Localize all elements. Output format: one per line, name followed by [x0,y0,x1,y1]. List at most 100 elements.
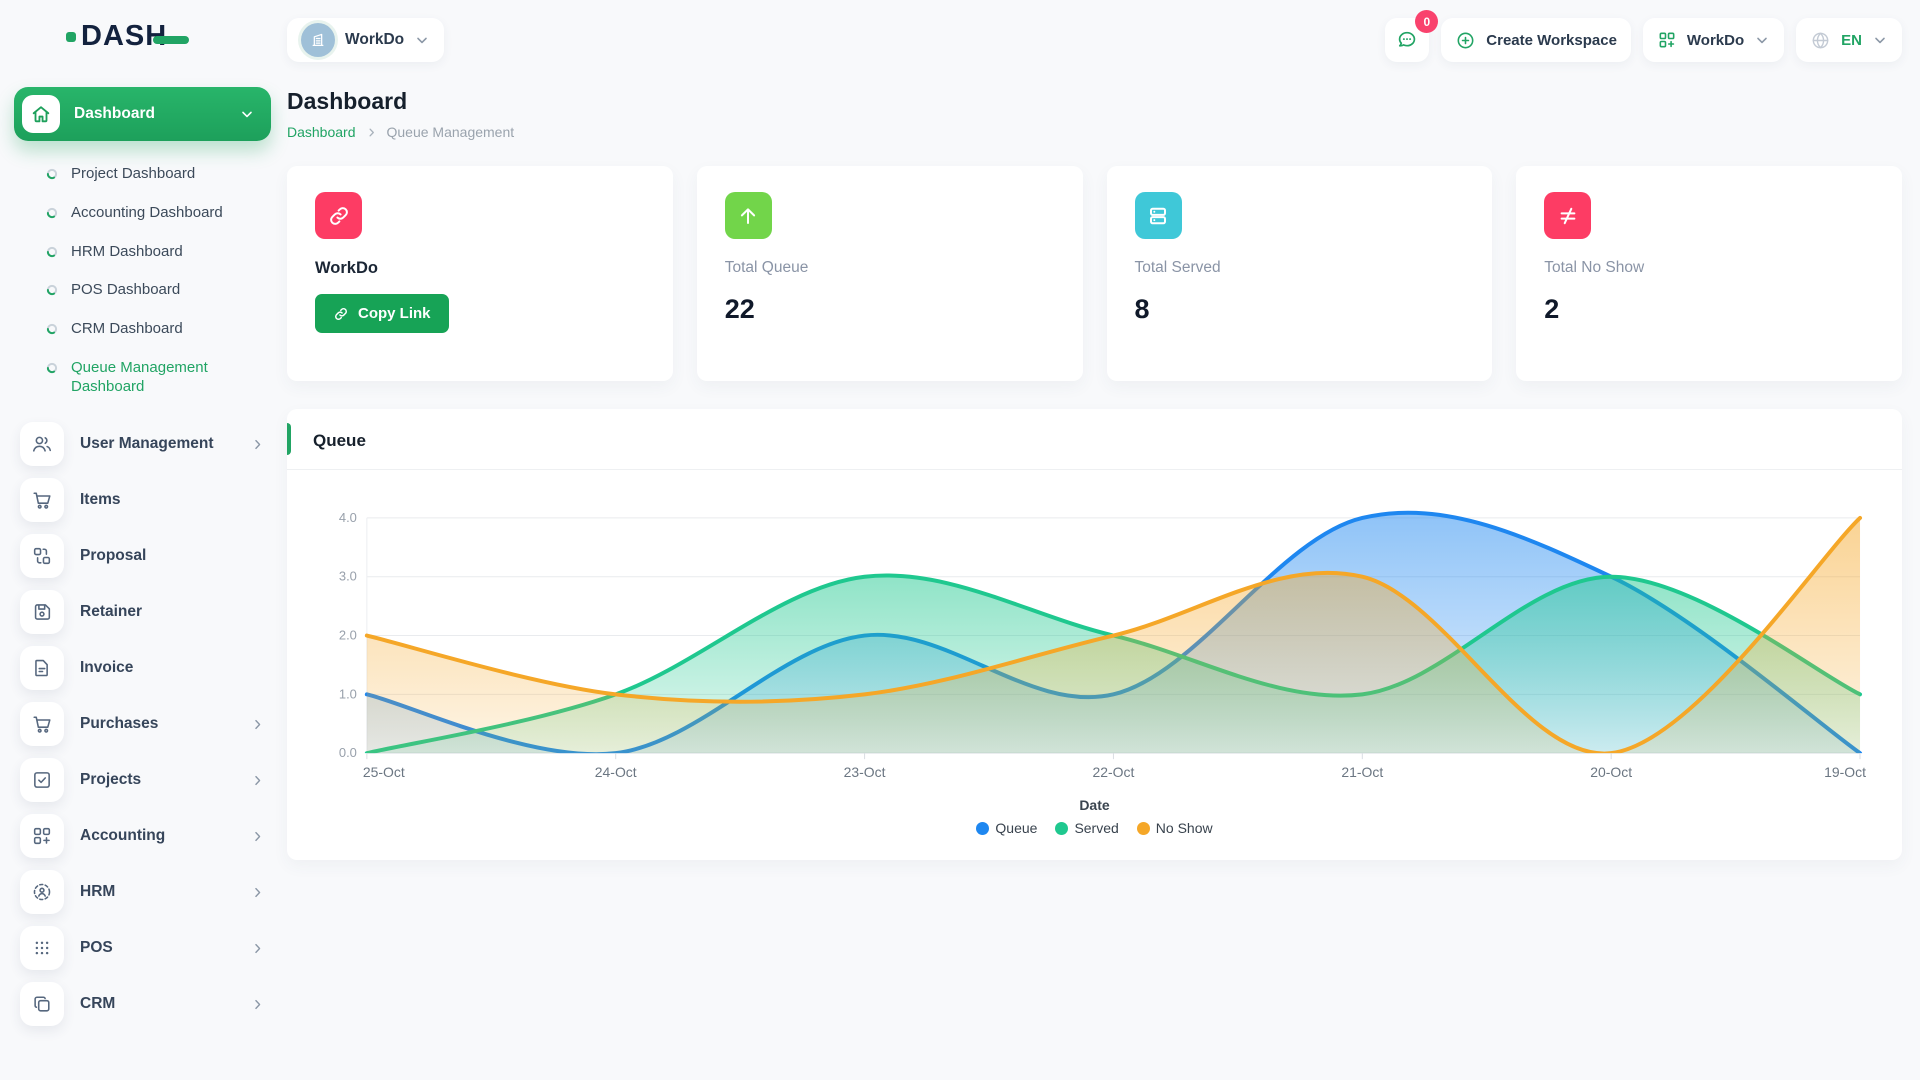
sidebar-item-label: Purchases [80,715,159,733]
chart-xaxis-title: Date [1079,797,1110,814]
sidebar-item-label: Proposal [80,547,147,565]
page-title: Dashboard [287,88,408,114]
stat-card-total-served: Total Served 8 [1106,166,1493,381]
sidebar-item-invoice[interactable]: Invoice [14,640,271,696]
copy-link-label: Copy Link [358,305,431,322]
stat-card-total-queue: Total Queue 22 [696,166,1083,381]
sidebar-item-purchases[interactable]: Purchases [14,696,271,752]
topbar-right: 0 Create Workspace WorkDo EN [1385,10,1902,62]
legend-item-no-show[interactable]: No Show [1136,820,1213,836]
circle-bullet-icon [46,246,58,258]
sidebar-item-label: Invoice [80,659,134,677]
link-icon [333,306,349,322]
workspace-dropdown[interactable]: WorkDo [1642,18,1785,62]
sidebar-item-dashboard[interactable]: Dashboard [14,87,271,141]
stat-cards-row: WorkDo Copy Link Total Queue 22 Total Served… [287,166,1902,381]
workspace-link-card: WorkDo Copy Link [287,166,673,381]
chevron-right-icon [255,887,261,897]
sidebar-item-label: Project Dashboard [71,165,196,182]
sidebar-item-queue-management-dashboard[interactable]: Queue Management Dashboard [14,349,271,407]
grid-plus-icon [20,814,64,859]
copy-link-button[interactable]: Copy Link [315,294,449,333]
create-workspace-button[interactable]: Create Workspace [1441,18,1631,62]
circle-bullet-icon [46,168,58,180]
brand-logo[interactable]: DASH [66,20,271,53]
dots-grid-icon [20,926,64,971]
create-workspace-label: Create Workspace [1486,31,1617,49]
sidebar-item-crm-dashboard[interactable]: CRM Dashboard [14,310,271,349]
sidebar-item-pos-dashboard[interactable]: POS Dashboard [14,271,271,310]
globe-icon [1812,32,1829,48]
stat-value: 2 [1544,294,1560,324]
card-accent-bar [287,423,291,455]
hrm-icon [20,870,64,915]
workspace-avatar [301,23,335,57]
sidebar-item-crm[interactable]: CRM [14,976,271,1032]
sidebar-item-label: Items [80,491,121,509]
stat-label: Total Queue [724,259,809,276]
chart-legend: Queue Served No Show [317,820,1872,836]
sidebar-item-label: POS Dashboard [71,281,181,299]
grid-plus-icon [1657,30,1677,50]
messages-badge: 0 [1415,10,1439,33]
chevron-down-icon [1872,32,1888,48]
brand-logo-dot [66,31,76,42]
server-icon [1150,207,1166,224]
legend-item-queue[interactable]: Queue [976,820,1037,836]
chevron-right-icon [250,885,265,900]
sidebar-item-accounting[interactable]: Accounting [14,808,271,864]
sidebar-item-proposal[interactable]: Proposal [14,528,271,584]
stat-card-total-no-show: Total No Show 2 [1516,166,1902,381]
cart-icon [20,478,64,523]
cart-icon [20,702,64,747]
breadcrumb-root-link[interactable]: Dashboard [287,124,356,140]
workspace-name: WorkDo [345,31,405,48]
home-icon [22,95,60,133]
sidebar-item-user-management[interactable]: User Management [14,416,271,472]
sidebar-item-hrm[interactable]: HRM [14,864,271,920]
breadcrumb-current: Queue Management [386,124,515,140]
plus-circle-icon [1455,30,1476,51]
messages-button[interactable]: 0 [1385,10,1439,62]
topbar: WorkDo 0 Create Workspace WorkDo [287,0,1902,72]
building-icon [308,30,328,50]
workspace-selector[interactable]: WorkDo [287,18,445,62]
svg-text:22-Oct: 22-Oct [1093,764,1135,780]
page-head: Dashboard Dashboard Queue Management [287,88,1902,140]
sidebar: DASH Dashboard Project Dashboard Accounti… [0,0,287,1080]
svg-text:1.0: 1.0 [339,686,357,701]
not-equal-icon [1544,192,1592,239]
svg-text:23-Oct: 23-Oct [844,764,886,780]
svg-text:19-Oct: 19-Oct [1824,764,1866,780]
sidebar-item-accounting-dashboard[interactable]: Accounting Dashboard [14,194,271,233]
chevron-down-icon [242,111,252,118]
legend-item-served[interactable]: Served [1055,820,1119,836]
sidebar-item-hrm-dashboard[interactable]: HRM Dashboard [14,233,271,272]
sidebar-item-retainer[interactable]: Retainer [14,584,271,640]
sidebar-item-label: CRM [80,995,116,1013]
sidebar-item-projects[interactable]: Projects [14,752,271,808]
chevron-right-icon [250,941,265,956]
workspace-dropdown-label: WorkDo [1686,31,1745,49]
sidebar-item-label: HRM [80,883,116,901]
queue-area-chart: 0.0 1.0 2.0 3.0 4.0 25-Oct 24-Oct 23-Oct 22-Oct 2… [317,496,1872,795]
chevron-right-icon [255,831,261,841]
proposal-icon [33,548,51,565]
invoice-icon [20,646,64,691]
language-selector[interactable]: EN [1796,18,1902,62]
sidebar-item-pos[interactable]: POS [14,920,271,976]
sidebar-item-label: Projects [80,771,142,789]
sidebar-item-project-dashboard[interactable]: Project Dashboard [14,155,271,194]
chevron-down-icon [239,106,255,122]
chevron-right-icon [368,127,374,137]
chevron-right-icon [250,829,265,844]
server-icon [1134,192,1182,239]
brand-name: DASH [81,20,168,52]
chevron-right-icon [250,717,265,732]
sidebar-item-items[interactable]: Items [14,472,271,528]
svg-text:20-Oct: 20-Oct [1590,764,1632,780]
stat-value: 22 [724,294,755,324]
chat-icon [1399,31,1416,47]
grid-plus-icon [33,828,51,845]
